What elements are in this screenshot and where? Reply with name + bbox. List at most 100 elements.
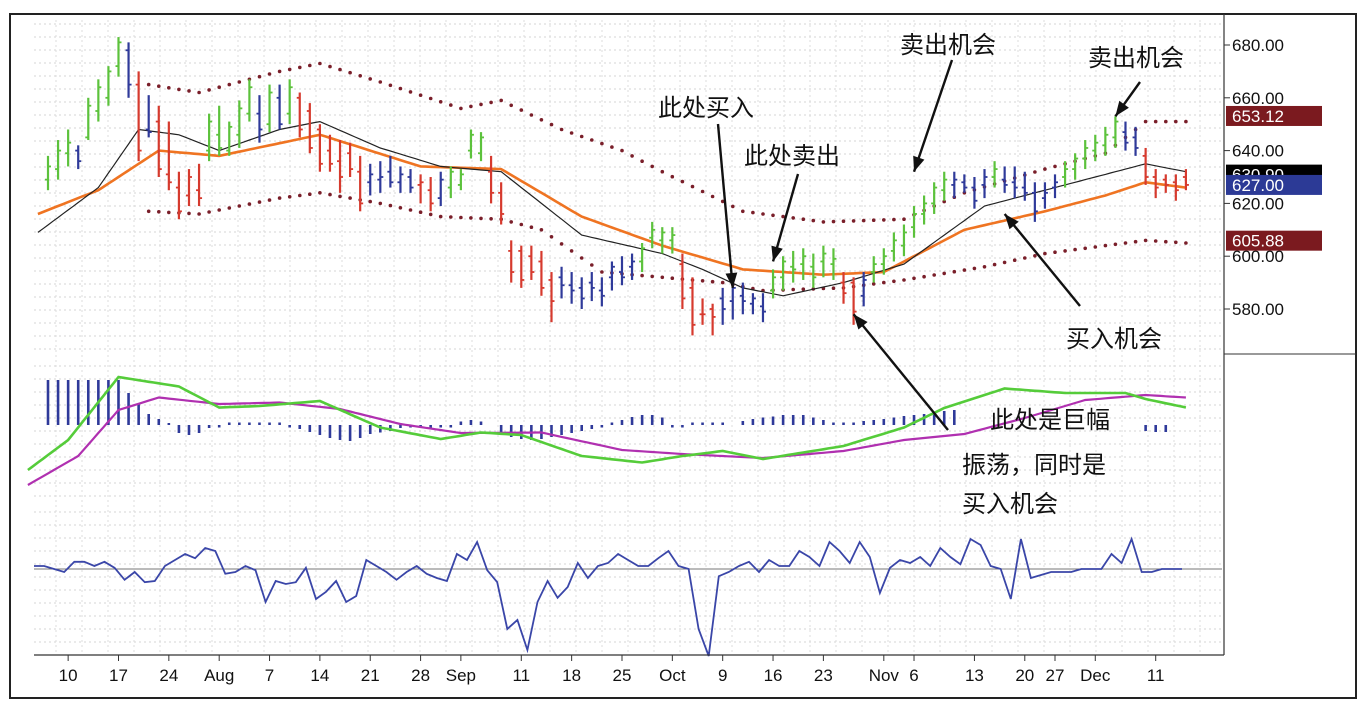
lower-band-dot — [277, 196, 282, 200]
upper-band-dot — [871, 218, 876, 222]
lower-band-dot — [720, 280, 725, 285]
lower-band-dot — [539, 228, 544, 232]
x-tick-label: 24 — [159, 666, 178, 685]
upper-band-dot — [781, 214, 785, 219]
lower-band-dot — [187, 211, 191, 216]
lower-band-dot — [1043, 251, 1047, 256]
lower-band-dot — [428, 212, 433, 217]
lower-band-dot — [791, 287, 795, 292]
lower-band-dot — [267, 198, 272, 202]
upper-band-dot — [700, 189, 705, 194]
x-tick-label: 23 — [814, 666, 833, 685]
upper-band-dot — [287, 67, 292, 72]
y-tick-label: 680.00 — [1232, 36, 1284, 55]
lower-band-dot — [438, 214, 443, 219]
upper-band-dot — [157, 84, 161, 88]
upper-band-dot — [187, 89, 191, 93]
upper-band-dot — [378, 80, 383, 84]
upper-band-dot — [801, 217, 806, 221]
upper-band-dot — [318, 61, 322, 66]
lower-band-dot — [882, 280, 886, 285]
lower-band-dot — [962, 268, 967, 272]
upper-band-dot — [539, 118, 544, 122]
lower-band-dot — [992, 262, 997, 267]
annotation-arrow — [912, 59, 954, 173]
upper-band-dot — [509, 103, 513, 108]
upper-band-dot — [771, 213, 775, 218]
lower-band-dot — [590, 263, 594, 267]
upper-band-dot — [640, 159, 644, 163]
upper-band-dot — [388, 83, 393, 88]
lower-band-dot — [952, 269, 957, 274]
lower-band-dot — [237, 204, 242, 208]
price-label-text: 605.88 — [1232, 232, 1284, 251]
upper-band-dot — [1033, 170, 1037, 174]
annotation-text: 卖出机会 — [1088, 44, 1184, 72]
annotation-arrow — [716, 123, 734, 288]
oscillator-panel — [34, 536, 1222, 657]
upper-band-dot — [398, 86, 403, 91]
upper-band-dot — [499, 98, 504, 103]
lower-band-dot — [449, 215, 453, 219]
upper-band-dot — [610, 145, 614, 149]
lower-band-dot — [388, 203, 393, 208]
upper-band-dot — [298, 65, 302, 70]
lower-band-dot — [1123, 241, 1128, 245]
lower-band-dot — [660, 275, 665, 280]
upper-band-dot — [600, 141, 604, 146]
upper-band-dot — [1174, 119, 1178, 124]
lower-band-dot — [640, 273, 644, 278]
lower-band-dot — [1053, 250, 1057, 254]
upper-band-dot — [590, 138, 594, 142]
lower-band-dot — [469, 216, 473, 220]
upper-band-dot — [569, 131, 574, 135]
lower-band-dot — [509, 220, 513, 224]
x-tick-label: 6 — [909, 666, 918, 685]
annotation-arrowhead — [1004, 213, 1019, 230]
x-tick-label: Nov — [869, 666, 900, 685]
lower-band-dot — [479, 216, 483, 221]
upper-band-dot — [650, 164, 654, 169]
lower-band-dot — [308, 192, 312, 196]
annotation-arrow — [771, 173, 800, 262]
lower-band-dot — [1012, 258, 1017, 263]
annotation-text: 买入机会 — [1066, 325, 1162, 353]
lower-band-dot — [1063, 249, 1067, 253]
lower-band-dot — [398, 206, 403, 210]
lower-band-dot — [1083, 246, 1087, 251]
x-tick-label: Aug — [204, 666, 234, 685]
upper-band-dot — [751, 210, 755, 215]
lower-band-dot — [287, 195, 292, 199]
x-tick-label: 13 — [965, 666, 984, 685]
upper-band-dot — [670, 174, 675, 179]
annotation-text: 振荡，同时是 — [962, 451, 1106, 479]
lower-band-dot — [298, 193, 302, 198]
price-label-box — [1226, 174, 1322, 195]
x-tick-label: 27 — [1046, 666, 1065, 685]
annotation-arrowhead — [853, 314, 868, 330]
lower-band-dot — [1164, 239, 1168, 244]
lower-band-dot — [328, 192, 332, 197]
upper-band-dot — [227, 82, 232, 87]
upper-band-dot — [217, 85, 221, 89]
lower-band-dot — [549, 235, 554, 239]
lower-band-dot — [1143, 238, 1148, 243]
lower-band-dot — [831, 286, 836, 291]
annotation-arrowhead — [725, 272, 738, 288]
lower-band-dot — [408, 208, 413, 212]
upper-band-dot — [761, 212, 765, 216]
lower-band-dot — [378, 201, 383, 206]
upper-band-dot — [1053, 164, 1057, 169]
upper-band-dot — [680, 179, 685, 184]
price-label-box — [1226, 230, 1322, 251]
x-tick-label: 14 — [310, 666, 329, 685]
price-label-text: 627.00 — [1232, 176, 1284, 195]
lower-band-dot — [207, 210, 211, 214]
lower-band-dot — [318, 191, 322, 195]
upper-band-dot — [549, 122, 554, 127]
x-tick-label: 9 — [718, 666, 727, 685]
annotation-text: 此处买入 — [658, 94, 754, 122]
lower-band-dot — [801, 287, 806, 292]
